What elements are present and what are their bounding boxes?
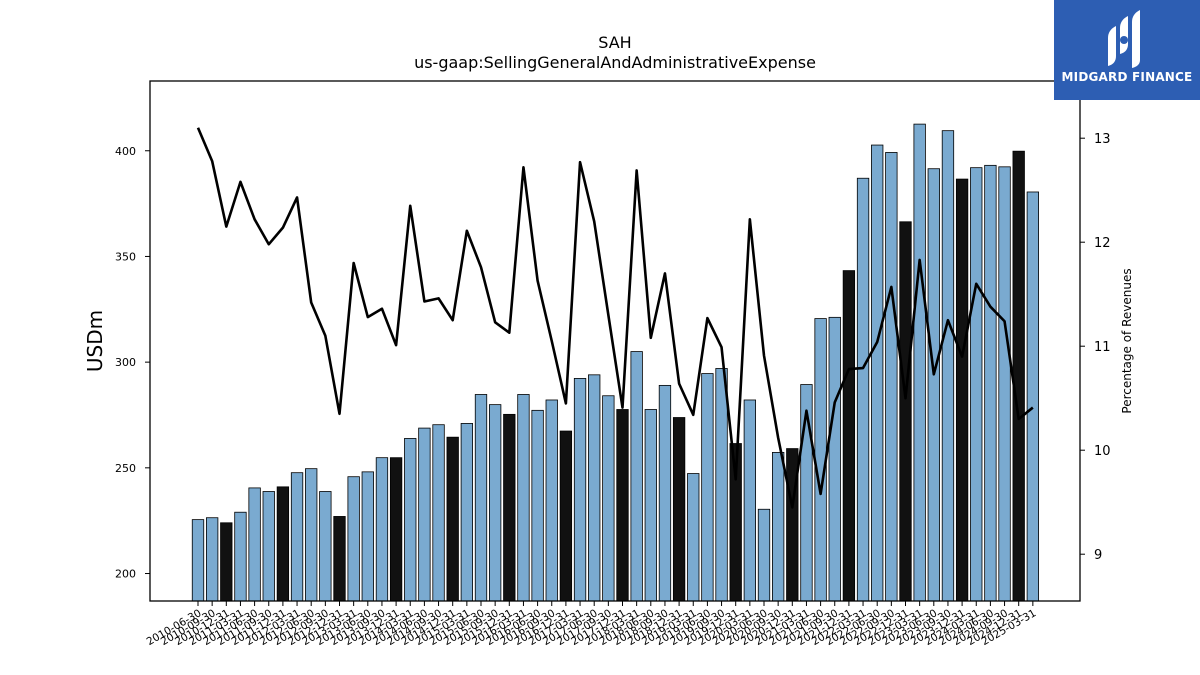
y2-axis-label: Percentage of Revenues bbox=[1120, 268, 1134, 413]
bar-2025-03-31 bbox=[1026, 191, 1039, 602]
bar-2014-09-30 bbox=[432, 424, 445, 602]
bar-2021-09-30 bbox=[828, 316, 841, 602]
bar-2018-06-30 bbox=[644, 409, 657, 602]
chart-subtitle: us-gaap:SellingGeneralAndAdministrativeE… bbox=[414, 53, 816, 72]
bar-2015-06-30 bbox=[474, 394, 488, 602]
y-tick-label: 200 bbox=[115, 568, 136, 581]
bar-2020-09-30 bbox=[772, 451, 785, 602]
y2-tick-label: 10 bbox=[1094, 444, 1111, 459]
bar-group bbox=[191, 123, 1039, 602]
midgard-logo-icon bbox=[1108, 10, 1140, 68]
bar-2012-12-31 bbox=[333, 516, 346, 602]
bar-2024-03-31 bbox=[970, 167, 983, 602]
bar-2017-03-31 bbox=[573, 378, 587, 602]
bar-2023-09-30 bbox=[941, 130, 955, 602]
bar-2014-12-31 bbox=[446, 436, 459, 602]
bar-2023-06-30 bbox=[927, 168, 940, 602]
bar-2021-12-31 bbox=[842, 270, 856, 602]
bar-2011-06-30 bbox=[248, 487, 261, 602]
bar-2024-12-31 bbox=[1012, 150, 1025, 602]
bar-2022-09-30 bbox=[885, 152, 898, 602]
bar-2015-03-31 bbox=[460, 423, 474, 602]
x-axis: 2010-06-302010-09-302010-12-312011-03-31… bbox=[145, 601, 1038, 648]
y-tick-label: 250 bbox=[115, 462, 136, 475]
bar-2016-09-30 bbox=[545, 399, 558, 602]
bar-2019-09-30 bbox=[715, 368, 728, 602]
bar-2012-06-30 bbox=[305, 468, 318, 602]
bar-2020-03-31 bbox=[743, 399, 756, 602]
bar-2020-06-30 bbox=[757, 508, 771, 602]
bar-2015-09-30 bbox=[488, 404, 502, 602]
bar-2018-09-30 bbox=[658, 384, 672, 602]
bar-2011-09-30 bbox=[262, 491, 275, 602]
bar-2024-09-30 bbox=[998, 166, 1011, 602]
chart-title: SAH bbox=[598, 33, 631, 52]
y-tick-label: 400 bbox=[115, 145, 136, 158]
bar-2016-12-31 bbox=[559, 430, 573, 602]
bar-2022-06-30 bbox=[871, 144, 884, 602]
bar-2014-03-31 bbox=[404, 438, 417, 602]
y2-tick-label: 9 bbox=[1094, 548, 1102, 563]
bar-2013-12-31 bbox=[389, 457, 403, 602]
y-axis-label: USDm bbox=[83, 310, 107, 372]
brand-logo-text: MIDGARD FINANCE bbox=[1061, 70, 1193, 84]
y2-tick-label: 11 bbox=[1094, 340, 1111, 355]
bar-2024-06-30 bbox=[984, 164, 997, 602]
y-tick-label: 300 bbox=[115, 356, 136, 369]
bar-2010-06-30 bbox=[191, 519, 205, 602]
bar-2017-09-30 bbox=[602, 395, 615, 602]
bar-2018-03-31 bbox=[630, 351, 643, 602]
bar-2017-12-31 bbox=[616, 409, 629, 602]
bar-2022-03-31 bbox=[856, 177, 870, 602]
bar-2013-09-30 bbox=[375, 457, 389, 602]
bar-2011-03-31 bbox=[234, 511, 247, 602]
y-axis-right: 9 10 11 12 13 bbox=[1080, 132, 1111, 563]
bar-2018-12-31 bbox=[672, 417, 686, 602]
bar-2023-12-31 bbox=[955, 178, 969, 602]
brand-logo: MIDGARD FINANCE bbox=[1054, 0, 1200, 100]
bar-2012-03-31 bbox=[290, 472, 304, 602]
y-tick-label: 350 bbox=[115, 250, 136, 263]
line-series bbox=[196, 127, 1034, 509]
bar-2016-03-31 bbox=[517, 394, 530, 602]
bar-2019-06-30 bbox=[701, 373, 714, 602]
bar-2016-06-30 bbox=[531, 409, 544, 602]
bar-2014-06-30 bbox=[418, 427, 431, 602]
bar-2010-12-31 bbox=[220, 522, 233, 602]
bar-2023-03-31 bbox=[913, 123, 926, 602]
bar-2015-12-31 bbox=[503, 413, 516, 602]
line-layer bbox=[196, 127, 1034, 509]
bar-2022-12-31 bbox=[899, 221, 912, 602]
bar-2013-03-31 bbox=[347, 476, 360, 602]
bar-2010-09-30 bbox=[205, 517, 219, 602]
bar-2019-03-31 bbox=[687, 473, 700, 602]
y2-tick-label: 13 bbox=[1094, 132, 1111, 147]
y-axis-left: 200 250 300 350 400 bbox=[115, 145, 150, 581]
plot-frame bbox=[149, 80, 1081, 602]
bar-2013-06-30 bbox=[361, 471, 374, 602]
bar-2012-09-30 bbox=[319, 491, 332, 602]
y2-tick-label: 12 bbox=[1094, 236, 1111, 251]
bar-2017-06-30 bbox=[588, 374, 601, 602]
bar-2011-12-31 bbox=[276, 486, 290, 602]
